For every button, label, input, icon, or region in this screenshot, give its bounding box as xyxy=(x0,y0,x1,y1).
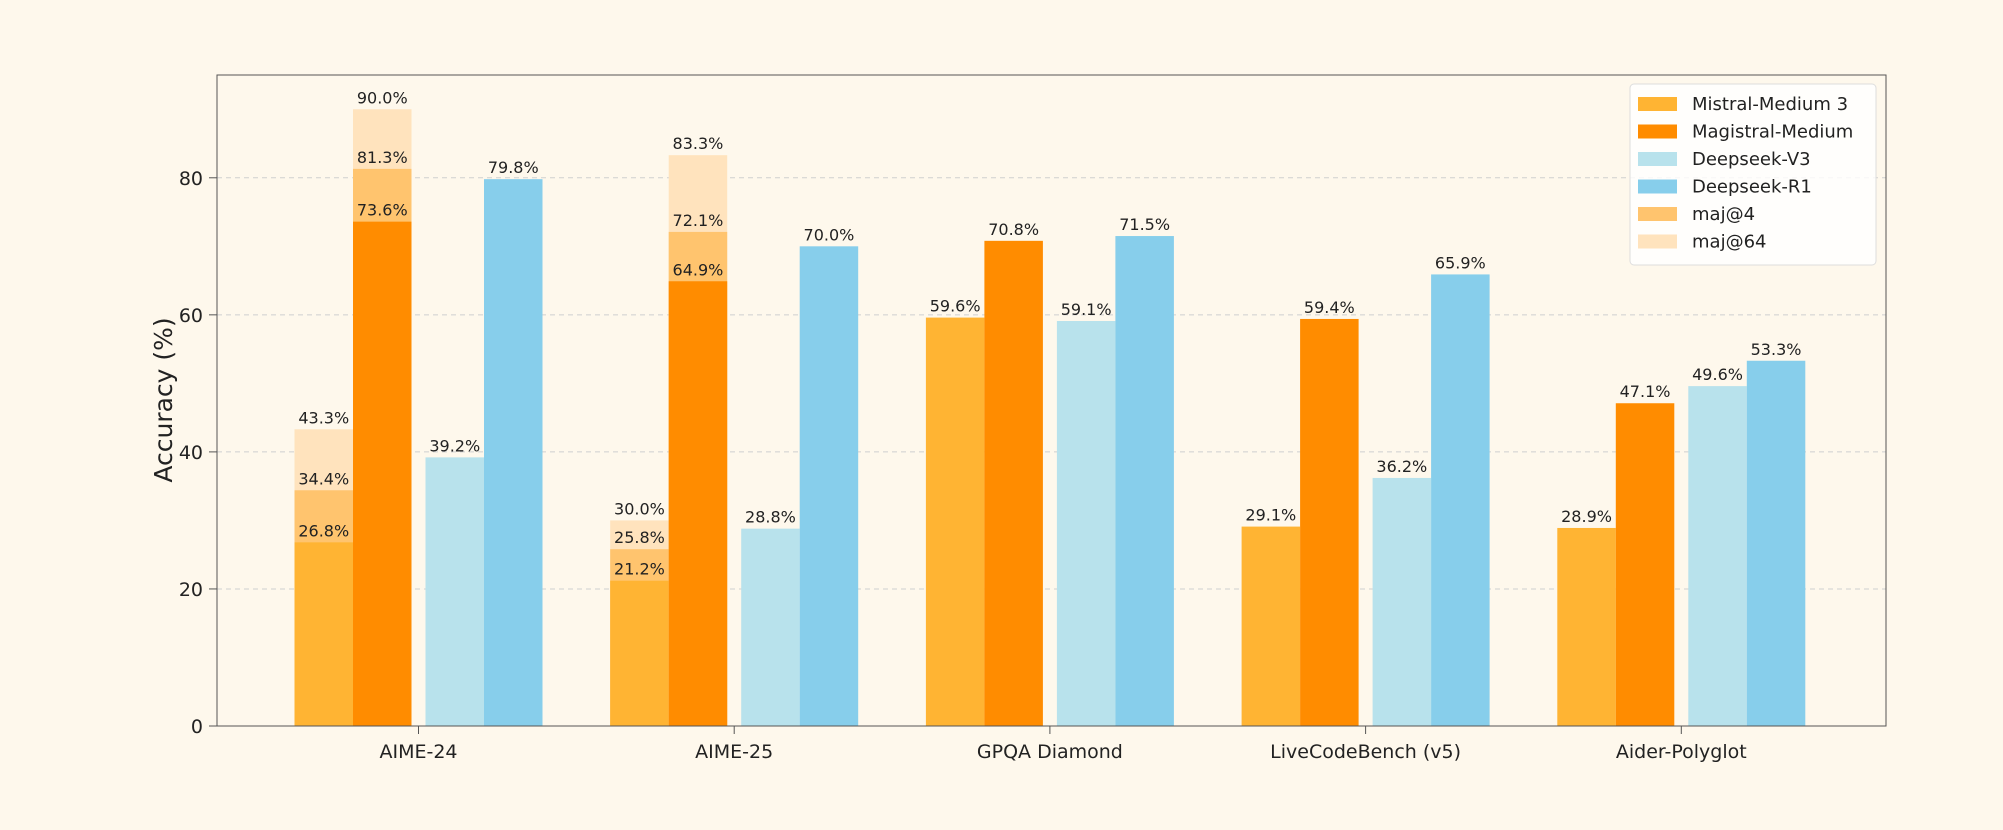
bar-deepseek-v3-aime-24 xyxy=(425,457,484,726)
value-label-magistral-medium-gpqa-diamond: 70.8% xyxy=(988,220,1039,239)
bar-deepseek-r1-livecodebench-v5 xyxy=(1431,274,1490,726)
bar-magistral-medium-aime-24 xyxy=(353,221,412,727)
value-label-mistral-medium-3-aime-24: 26.8% xyxy=(298,521,349,540)
bar-deepseek-r1-aime-25 xyxy=(799,246,859,726)
legend-swatch-maj-64 xyxy=(1638,234,1677,249)
y-tick-label: 60 xyxy=(179,305,203,327)
value-label-magistral-medium-aider-polyglot: 47.1% xyxy=(1620,382,1671,401)
bar-mistral-medium-3-aime-24 xyxy=(294,542,353,726)
value-label-maj-64-magistral-medium-aime-24: 90.0% xyxy=(357,88,408,107)
value-label-maj-4-magistral-medium-aime-25: 72.1% xyxy=(673,211,724,230)
bar-mistral-medium-3-livecodebench-v5 xyxy=(1241,526,1301,726)
bar-mistral-medium-3-gpqa-diamond xyxy=(925,317,985,726)
bar-magistral-medium-gpqa-diamond xyxy=(984,240,1043,726)
value-label-deepseek-v3-aider-polyglot: 49.6% xyxy=(1692,365,1743,384)
bar-magistral-medium-livecodebench-v5 xyxy=(1300,318,1359,726)
bar-mistral-medium-3-aider-polyglot xyxy=(1557,527,1616,726)
x-tick-label-aider-polyglot: Aider-Polyglot xyxy=(1616,741,1747,763)
value-label-magistral-medium-aime-25: 64.9% xyxy=(673,260,724,279)
bars xyxy=(294,109,1806,727)
legend-label-maj-64: maj@64 xyxy=(1692,232,1766,253)
bar-mistral-medium-3-aime-25 xyxy=(610,580,669,726)
value-label-maj-64-mistral-medium-3-aime-25: 30.0% xyxy=(614,499,665,518)
legend-label-maj-4: maj@4 xyxy=(1692,204,1755,225)
legend-label-deepseek-v3: Deepseek-V3 xyxy=(1692,149,1811,170)
value-label-mistral-medium-3-aider-polyglot: 28.9% xyxy=(1561,507,1612,526)
bar-deepseek-v3-livecodebench-v5 xyxy=(1372,477,1432,726)
y-axis-label: Accuracy (%) xyxy=(149,317,178,482)
y-tick-label: 0 xyxy=(191,716,203,738)
value-label-maj-4-mistral-medium-3-aime-25: 25.8% xyxy=(614,528,665,547)
y-tick-label: 20 xyxy=(179,579,203,601)
plot-frame xyxy=(216,74,1887,727)
value-label-magistral-medium-aime-24: 73.6% xyxy=(357,201,408,220)
bar-deepseek-v3-aider-polyglot xyxy=(1688,386,1747,726)
y-tick-label: 40 xyxy=(179,442,203,464)
legend-swatch-deepseek-v3 xyxy=(1638,152,1677,166)
bar-deepseek-r1-aime-24 xyxy=(484,179,543,726)
x-tick-label-gpqa-diamond: GPQA Diamond xyxy=(977,741,1123,763)
legend-swatch-magistral-medium xyxy=(1638,124,1677,139)
bar-magistral-medium-aime-25 xyxy=(668,281,728,726)
value-label-maj-64-mistral-medium-3-aime-24: 43.3% xyxy=(298,408,349,427)
value-label-deepseek-v3-aime-25: 28.8% xyxy=(745,508,796,527)
value-label-mistral-medium-3-aime-25: 21.2% xyxy=(614,560,665,579)
value-label-deepseek-r1-aime-25: 70.0% xyxy=(804,225,855,244)
value-label-maj-4-mistral-medium-3-aime-24: 34.4% xyxy=(298,469,349,488)
value-label-deepseek-r1-livecodebench-v5: 65.9% xyxy=(1435,253,1486,272)
bar-deepseek-v3-aime-25 xyxy=(741,528,800,726)
value-label-deepseek-r1-gpqa-diamond: 71.5% xyxy=(1119,215,1170,234)
legend-label-magistral-medium: Magistral-Medium xyxy=(1692,122,1853,143)
value-label-maj-64-magistral-medium-aime-25: 83.3% xyxy=(673,134,724,153)
legend-swatch-maj-4 xyxy=(1638,207,1677,221)
x-tick-label-livecodebench-v5: LiveCodeBench (v5) xyxy=(1270,741,1461,763)
value-label-deepseek-v3-gpqa-diamond: 59.1% xyxy=(1061,300,1112,319)
value-labels: 26.8% 34.4% 43.3% 73.6% 81.3% 90.0% 39.2% 79.8%… xyxy=(298,88,1801,578)
x-tick-label-aime-24: AIME-24 xyxy=(379,741,457,763)
legend-swatch-deepseek-r1 xyxy=(1638,179,1677,194)
value-label-deepseek-r1-aime-24: 79.8% xyxy=(488,158,539,177)
value-label-maj-4-magistral-medium-aime-24: 81.3% xyxy=(357,148,408,167)
x-tick-label-aime-25: AIME-25 xyxy=(695,741,773,763)
value-label-magistral-medium-livecodebench-v5: 59.4% xyxy=(1304,298,1355,317)
value-label-mistral-medium-3-livecodebench-v5: 29.1% xyxy=(1245,506,1296,525)
axes: 0 20 40 60 80 AIME-24 AIME-25 GPQA Diamond LiveC… xyxy=(179,168,1747,763)
legend: Mistral-Medium 3 Magistral-Medium Deepseek… xyxy=(1629,83,1877,266)
legend-box xyxy=(1629,83,1877,266)
value-label-deepseek-r1-aider-polyglot: 53.3% xyxy=(1751,340,1802,359)
bar-deepseek-r1-gpqa-diamond xyxy=(1115,236,1174,726)
legend-label-mistral-medium-3: Mistral-Medium 3 xyxy=(1692,94,1848,115)
bar-deepseek-r1-aider-polyglot xyxy=(1746,360,1806,726)
value-label-mistral-medium-3-gpqa-diamond: 59.6% xyxy=(930,297,981,316)
value-label-deepseek-v3-livecodebench-v5: 36.2% xyxy=(1376,457,1427,476)
bar-deepseek-v3-gpqa-diamond xyxy=(1056,321,1116,726)
legend-label-deepseek-r1: Deepseek-R1 xyxy=(1692,177,1812,198)
bar-magistral-medium-aider-polyglot xyxy=(1615,403,1675,726)
value-label-deepseek-v3-aime-24: 39.2% xyxy=(429,436,480,455)
y-tick-label: 80 xyxy=(179,168,203,190)
legend-swatch-mistral-medium-3 xyxy=(1638,97,1677,111)
